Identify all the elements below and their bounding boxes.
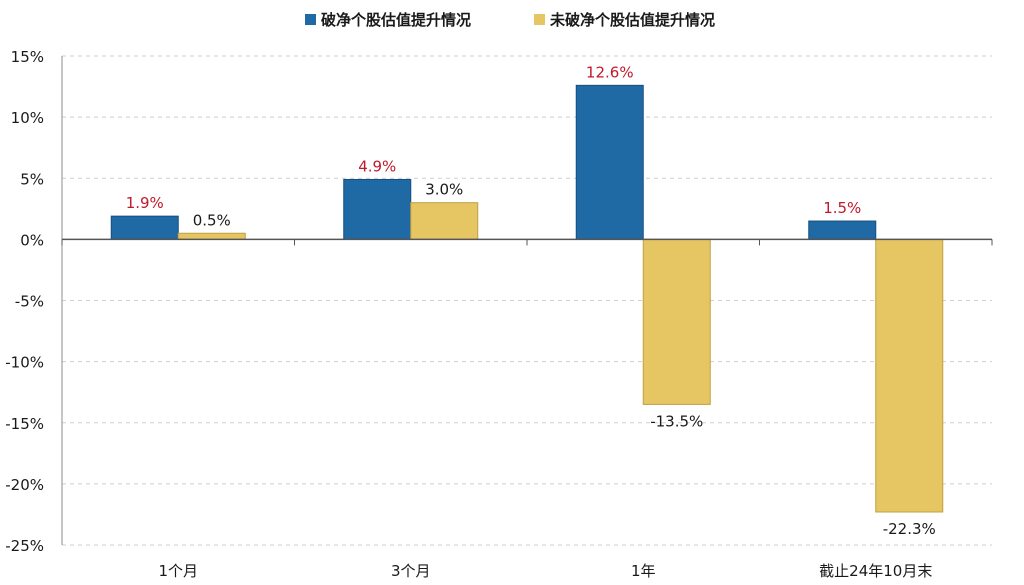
gridlines	[62, 55, 992, 546]
y-tick-label: 5%	[20, 170, 44, 188]
legend-label: 未破净个股估值提升情况	[549, 11, 715, 29]
data-label: 1.9%	[126, 194, 164, 212]
bar	[808, 220, 877, 240]
y-tick-label: -5%	[15, 293, 44, 311]
data-label: 1.5%	[823, 199, 861, 217]
bar	[642, 238, 711, 405]
data-label: 3.0%	[425, 181, 463, 199]
data-label: 4.9%	[358, 157, 396, 175]
legend-swatch	[534, 14, 545, 25]
bar	[177, 232, 246, 240]
y-tick-label: 10%	[11, 109, 44, 127]
x-axis: 1个月 3个月 1年 截止24年10月末	[61, 238, 993, 580]
y-tick-label: 15%	[11, 48, 44, 66]
bar	[575, 84, 644, 240]
y-tick-label: -10%	[5, 354, 44, 372]
y-axis: 15% 10% 5% 0% -5% -10% -15% -20% -25%	[5, 48, 63, 555]
data-label: -22.3%	[883, 520, 936, 538]
bars	[110, 84, 944, 513]
y-tick-label: -15%	[5, 415, 44, 433]
data-labels: 1.9% 0.5% 4.9% 3.0% 12.6% -13.5% 1.5% -22.3%	[126, 63, 936, 538]
x-tick-label: 1年	[631, 562, 656, 580]
x-tick-label: 截止24年10月末	[819, 562, 932, 580]
y-tick-label: 0%	[20, 231, 44, 249]
legend: 破净个股估值提升情况 未破净个股估值提升情况	[305, 11, 715, 29]
bar	[343, 178, 412, 240]
legend-swatch	[305, 14, 316, 25]
data-label: 12.6%	[586, 63, 634, 81]
bar	[410, 202, 479, 240]
bar	[110, 215, 179, 240]
y-tick-label: -20%	[5, 476, 44, 494]
bar	[875, 238, 944, 513]
data-label: 0.5%	[193, 211, 231, 229]
x-tick-label: 1个月	[158, 562, 198, 580]
x-tick-label: 3个月	[391, 562, 431, 580]
y-tick-label: -25%	[5, 537, 44, 555]
data-label: -13.5%	[650, 412, 703, 430]
legend-label: 破净个股估值提升情况	[321, 11, 471, 29]
